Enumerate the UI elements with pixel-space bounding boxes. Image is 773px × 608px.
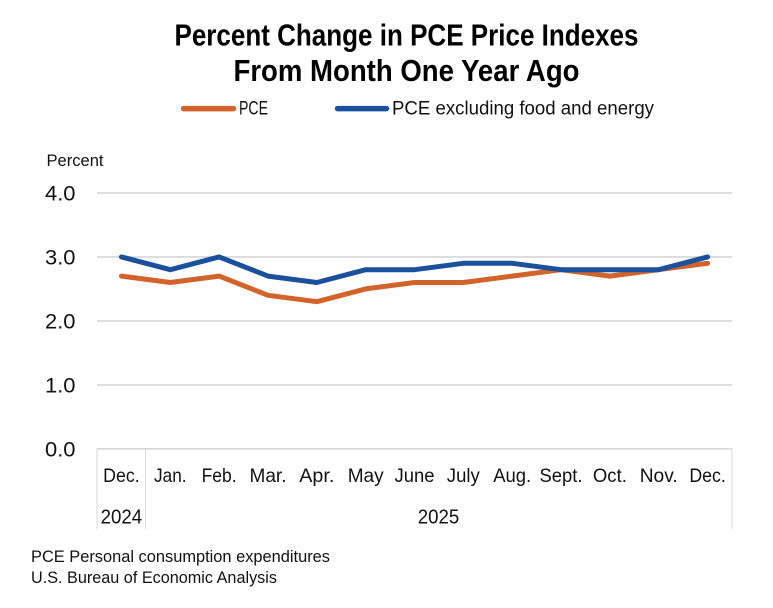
svg-text:PCE excluding food and energy: PCE excluding food and energy <box>392 98 654 119</box>
svg-text:Feb.: Feb. <box>202 465 237 487</box>
svg-text:Sept.: Sept. <box>540 465 583 487</box>
svg-text:June: June <box>395 465 435 487</box>
svg-text:1.0: 1.0 <box>45 375 76 398</box>
svg-text:Mar.: Mar. <box>250 465 287 487</box>
svg-text:0.0: 0.0 <box>45 439 76 462</box>
svg-text:Percent: Percent <box>47 151 104 170</box>
svg-text:From Month One Year Ago: From Month One Year Ago <box>234 53 580 88</box>
svg-text:PCE: PCE <box>239 98 268 119</box>
svg-text:Aug.: Aug. <box>493 465 531 487</box>
svg-text:Dec.: Dec. <box>689 465 726 487</box>
svg-text:Jan.: Jan. <box>154 465 187 487</box>
svg-text:Apr.: Apr. <box>299 465 334 487</box>
svg-text:Oct.: Oct. <box>593 465 627 487</box>
svg-text:2024: 2024 <box>101 507 143 529</box>
svg-text:PCE Personal consumption expen: PCE Personal consumption expenditures <box>31 547 330 566</box>
svg-text:Dec.: Dec. <box>103 465 140 487</box>
svg-text:Nov.: Nov. <box>640 465 678 487</box>
svg-text:July: July <box>447 465 480 487</box>
svg-text:4.0: 4.0 <box>45 183 76 206</box>
svg-text:3.0: 3.0 <box>45 247 76 270</box>
svg-text:U.S. Bureau of Economic Analys: U.S. Bureau of Economic Analysis <box>31 568 277 587</box>
svg-text:2025: 2025 <box>418 507 460 529</box>
svg-text:Percent Change in PCE Price In: Percent Change in PCE Price Indexes <box>175 18 639 53</box>
svg-text:2.0: 2.0 <box>45 311 76 334</box>
svg-text:May: May <box>348 465 384 487</box>
